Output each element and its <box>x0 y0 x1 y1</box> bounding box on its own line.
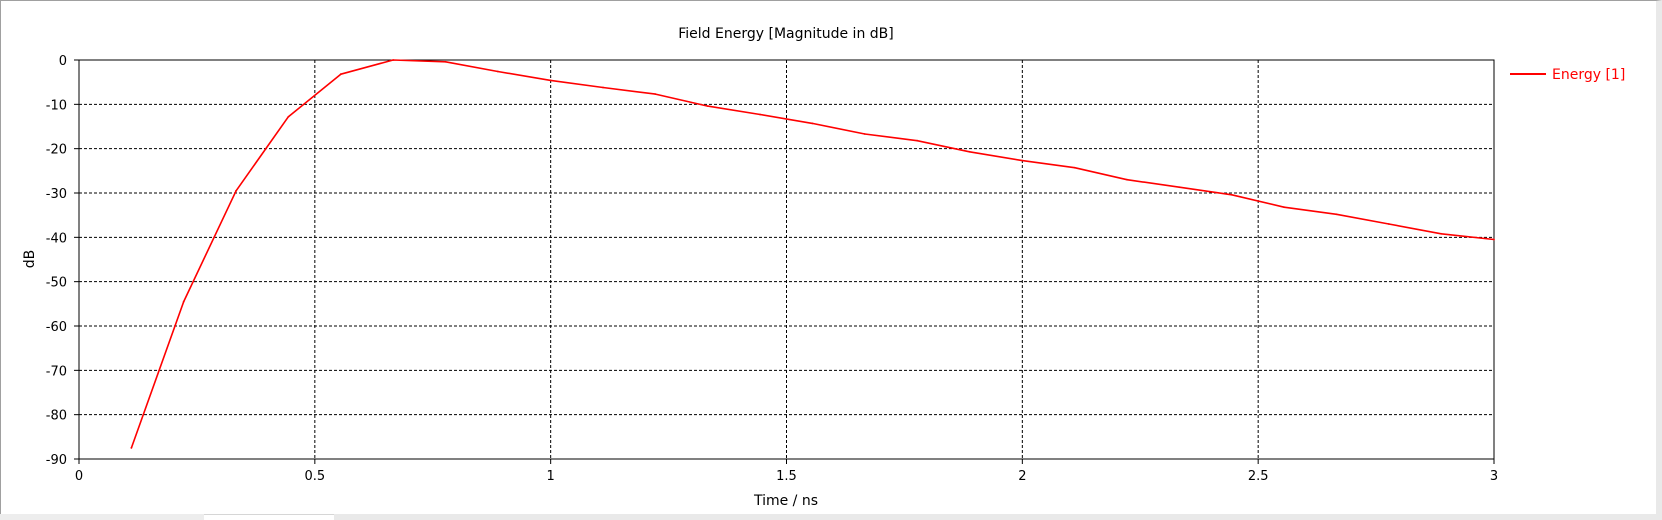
x-tick-label: 3 <box>1490 469 1498 484</box>
y-tick-label: -20 <box>46 143 67 158</box>
y-tick-label: -40 <box>46 231 67 246</box>
x-tick-label: 2 <box>1018 469 1026 484</box>
data-point <box>235 189 237 192</box>
y-tick-label: 0 <box>59 54 67 69</box>
x-tick-label: 1.5 <box>776 469 797 484</box>
y-axis-ticks: 0 -10 -20 -30 -40 -50 -60 -70 -80 -90 <box>46 54 79 468</box>
legend-label-energy: Energy [1] <box>1552 67 1625 83</box>
data-point <box>1283 206 1286 209</box>
data-point <box>339 73 342 76</box>
data-point <box>182 300 185 303</box>
data-point <box>1126 178 1128 181</box>
data-point <box>968 150 971 153</box>
data-point <box>654 93 657 96</box>
x-axis-ticks: 0 0.5 1 1.5 2 2.5 3 <box>75 459 1498 484</box>
series-line-energy <box>130 59 1495 449</box>
data-point <box>1073 166 1076 169</box>
y-tick-label: -70 <box>46 364 67 379</box>
data-point <box>549 79 552 82</box>
data-point <box>1335 213 1338 216</box>
data-point <box>602 86 604 89</box>
x-tick-label: 0.5 <box>304 469 325 484</box>
data-point <box>863 133 866 135</box>
x-tick-label: 2.5 <box>1248 469 1269 484</box>
data-point <box>916 139 919 142</box>
window-bottom-tab-edge <box>204 514 334 520</box>
data-point <box>392 59 395 61</box>
chart-title: Field Energy [Magnitude in dB] <box>678 26 893 42</box>
plot-area <box>78 59 1495 460</box>
data-point <box>1178 186 1181 189</box>
y-tick-label: -60 <box>46 320 67 335</box>
window-bottom-edge <box>0 514 204 520</box>
y-tick-label: -30 <box>46 187 67 202</box>
data-point <box>706 105 709 108</box>
y-axis-label: dB <box>22 250 38 269</box>
data-point <box>287 115 290 118</box>
data-point <box>1387 223 1390 225</box>
data-point <box>1230 193 1233 196</box>
data-point <box>130 447 133 449</box>
y-tick-label: -90 <box>46 453 67 468</box>
data-point <box>811 122 814 125</box>
data-point <box>759 113 761 116</box>
data-point <box>444 60 447 63</box>
x-axis-label: Time / ns <box>753 493 818 509</box>
y-tick-label: -80 <box>46 409 67 424</box>
data-point <box>496 70 499 73</box>
data-point <box>1021 159 1024 162</box>
y-tick-label: -50 <box>46 276 67 291</box>
legend[interactable]: Energy [1] <box>1510 67 1625 83</box>
x-tick-label: 0 <box>75 469 83 484</box>
x-tick-label: 1 <box>547 469 555 484</box>
grid <box>79 60 1494 459</box>
data-point <box>1493 238 1495 241</box>
series-layer <box>130 59 1495 449</box>
data-point <box>1440 232 1443 235</box>
y-tick-label: -10 <box>46 98 67 113</box>
